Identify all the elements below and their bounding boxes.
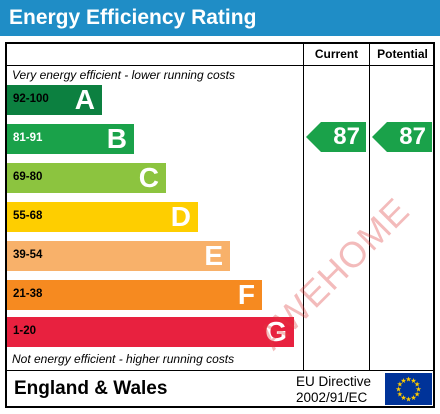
flag-star: ★ xyxy=(410,394,416,402)
flag-star: ★ xyxy=(400,377,406,385)
band-g: 1-20 G xyxy=(7,317,294,347)
band-d: 55-68 D xyxy=(7,202,198,232)
band-f: 21-38 F xyxy=(7,280,262,310)
inefficient-note: Not energy efficient - higher running co… xyxy=(12,352,235,366)
band-range: 21-38 xyxy=(13,288,43,300)
band-range: 69-80 xyxy=(13,171,43,183)
flag-star: ★ xyxy=(395,386,401,394)
flag-star: ★ xyxy=(397,391,403,399)
band-letter: A xyxy=(74,84,95,115)
current-column-header: Current xyxy=(314,47,359,61)
eu-directive: EU Directive 2002/91/EC xyxy=(296,374,371,406)
band-letter: E xyxy=(204,240,223,271)
header-divider xyxy=(5,65,435,66)
band-range: 81-91 xyxy=(13,132,43,144)
current-rating-arrow: 87 xyxy=(306,122,366,152)
flag-star: ★ xyxy=(400,394,406,402)
title-bar: Energy Efficiency Rating xyxy=(0,0,440,36)
band-e: 39-54 E xyxy=(7,241,230,271)
footer-divider xyxy=(5,370,435,371)
efficient-note: Very energy efficient - lower running co… xyxy=(12,68,235,82)
band-letter: D xyxy=(170,201,191,232)
band-a: 92-100 A xyxy=(7,85,102,115)
potential-rating-value: 87 xyxy=(399,123,426,150)
current-rating-value: 87 xyxy=(333,123,360,150)
flag-star: ★ xyxy=(405,396,411,404)
eu-directive-line2: 2002/91/EC xyxy=(296,390,368,405)
flag-star: ★ xyxy=(405,376,411,384)
band-letter: C xyxy=(138,162,159,193)
flag-star: ★ xyxy=(414,381,420,389)
band-letter: G xyxy=(265,316,287,347)
band-letter: F xyxy=(237,279,255,310)
band-range: 92-100 xyxy=(13,93,49,105)
band-range: 1-20 xyxy=(13,325,37,337)
band-range: 55-68 xyxy=(13,210,43,222)
chart-title: Energy Efficiency Rating xyxy=(9,6,257,29)
flag-star: ★ xyxy=(397,381,403,389)
band-letter: B xyxy=(106,123,127,154)
potential-column-header: Potential xyxy=(377,47,428,61)
rating-table xyxy=(5,42,435,408)
flag-star: ★ xyxy=(410,377,416,385)
band-b: 81-91 B xyxy=(7,124,134,154)
potential-rating-arrow: 87 xyxy=(372,122,432,152)
eu-directive-line1: EU Directive xyxy=(296,374,372,389)
flag-star: ★ xyxy=(415,386,421,394)
region-label: England & Wales xyxy=(14,378,168,399)
column-divider xyxy=(369,42,370,371)
band-range: 39-54 xyxy=(13,249,43,261)
band-c: 69-80 C xyxy=(7,163,166,193)
column-divider xyxy=(303,42,304,371)
eu-flag-icon: ★ ★ ★ ★ ★ ★ ★ ★ ★ ★ ★ ★ xyxy=(385,373,432,405)
flag-star: ★ xyxy=(414,391,420,399)
